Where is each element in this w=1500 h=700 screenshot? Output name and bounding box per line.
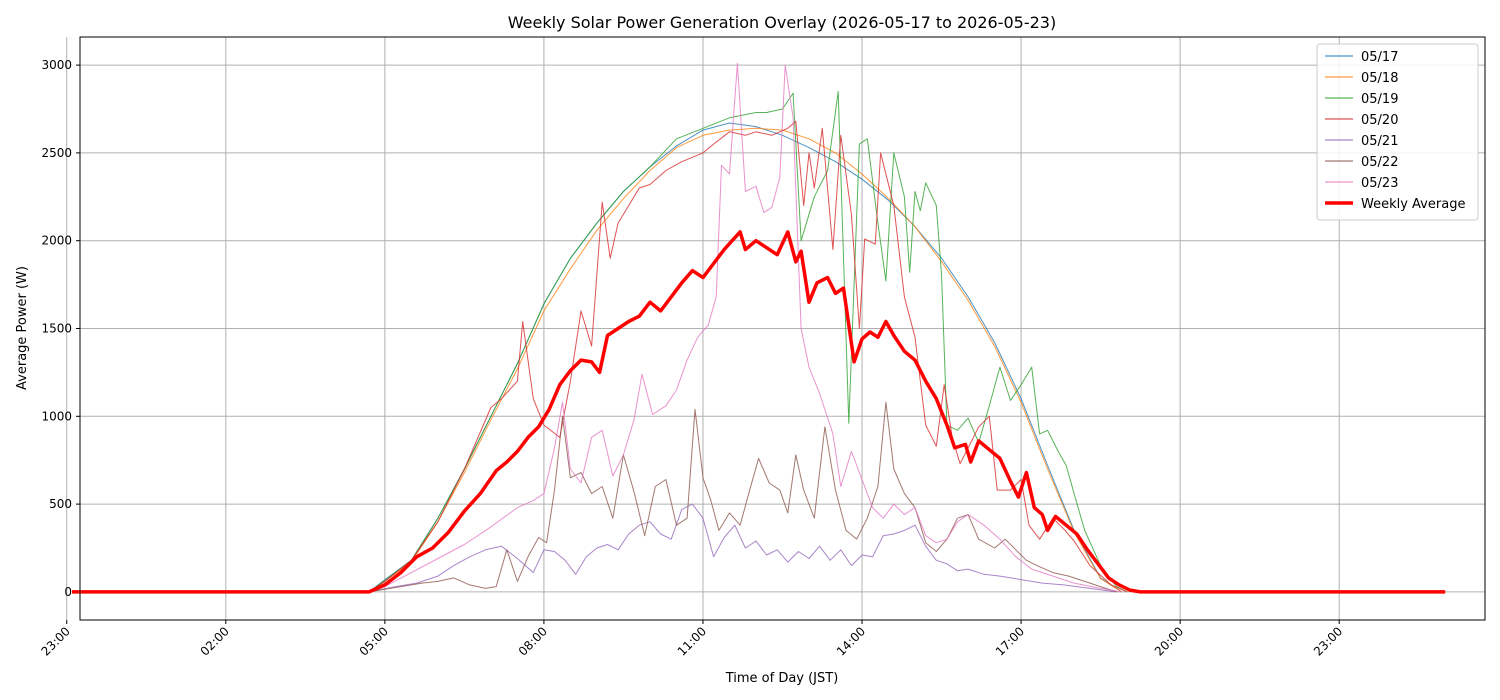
series-line-05-18 [368, 127, 1123, 593]
legend-label: 05/19 [1361, 92, 1398, 107]
y-axis-label: Average Power (W) [15, 266, 30, 390]
x-tick-label: 17:00 [993, 624, 1027, 658]
x-tick-label: 11:00 [675, 624, 709, 658]
y-tick-label: 1000 [41, 409, 72, 423]
series-line-05-20 [368, 120, 1128, 593]
plot-frame [79, 36, 1486, 621]
legend-box [1316, 43, 1479, 221]
legend-label: 05/21 [1361, 134, 1398, 149]
series-line-05-21 [368, 503, 1117, 593]
x-tick-label: 23:00 [1311, 624, 1345, 658]
series-line-05-22 [368, 401, 1117, 593]
legend-label: 05/17 [1361, 50, 1398, 65]
y-tick-label: 500 [49, 497, 72, 511]
chart-title: Weekly Solar Power Generation Overlay (2… [508, 13, 1056, 32]
x-tick-label: 02:00 [198, 624, 232, 658]
y-tick-label: 3000 [41, 58, 72, 72]
y-tick-label: 1500 [41, 322, 72, 336]
axis-ticks: 23:00 02:00 05:00 08:00 11:00 14:00 17:00 20:00… [39, 58, 1346, 658]
series-line-05-17 [368, 122, 1123, 593]
series-line-05-23 [368, 62, 1122, 593]
x-tick-label: 23:00 [39, 624, 73, 658]
x-tick-label: 14:00 [834, 624, 868, 658]
legend-label: 05/23 [1361, 176, 1398, 191]
legend-label: 05/18 [1361, 71, 1398, 86]
x-axis-label: Time of Day (JST) [725, 671, 839, 686]
grid-lines [66, 37, 1485, 620]
y-tick-label: 0 [64, 585, 72, 599]
series-line-weekly-average [72, 230, 1446, 594]
legend-label: 05/22 [1361, 155, 1398, 170]
x-tick-label: 20:00 [1152, 624, 1186, 658]
legend: 05/17 05/18 05/19 05/20 05/21 05/22 05/23 Weekl… [1316, 43, 1479, 221]
legend-label: 05/20 [1361, 113, 1398, 128]
series-lines [72, 62, 1446, 594]
x-tick-label: 08:00 [516, 624, 550, 658]
legend-label: Weekly Average [1361, 197, 1465, 212]
x-tick-label: 05:00 [357, 624, 391, 658]
y-tick-label: 2000 [41, 234, 72, 248]
series-line-05-19 [368, 90, 1128, 593]
y-tick-label: 2500 [41, 146, 72, 160]
